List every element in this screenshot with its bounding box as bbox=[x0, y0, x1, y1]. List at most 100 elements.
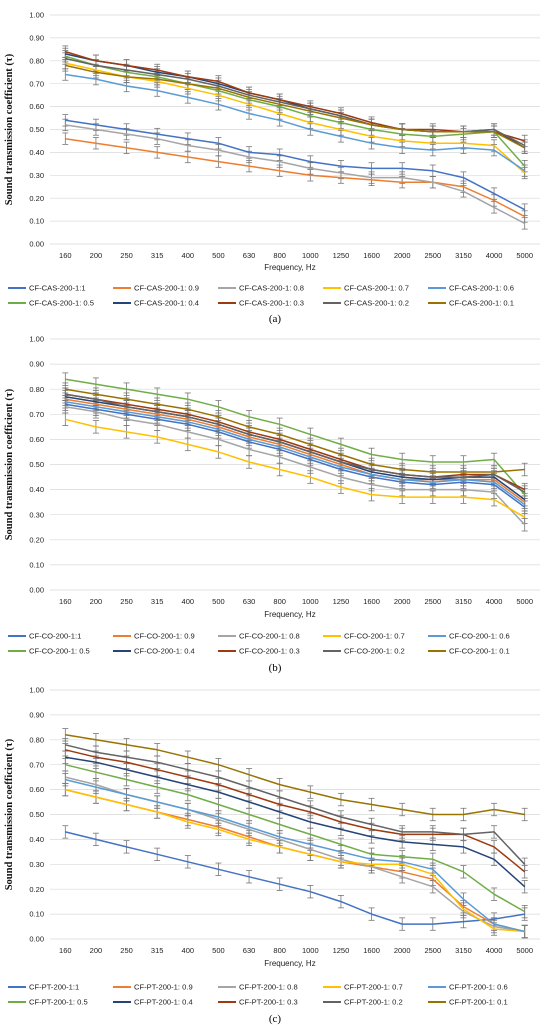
y-tick-label: 0.20 bbox=[29, 194, 44, 203]
legend-item: CF-CO-200-1: 0.4 bbox=[113, 647, 195, 656]
legend-item: CF-PT-200-1: 0.5 bbox=[8, 998, 88, 1007]
x-tick-label: 160 bbox=[59, 251, 72, 260]
legend-label: CF-CO-200-1: 0.3 bbox=[239, 647, 300, 656]
y-tick-label: 0.90 bbox=[29, 34, 44, 43]
x-tick-label: 315 bbox=[151, 946, 164, 955]
y-tick-label: 0.50 bbox=[29, 460, 44, 469]
series-line-8 bbox=[65, 393, 526, 491]
legend-label: CF-PT-200-1: 0.2 bbox=[344, 998, 403, 1007]
legend-item: CF-CAS-200-1:1 bbox=[8, 284, 86, 293]
legend-label: CF-CAS-200-1: 0.6 bbox=[449, 284, 514, 293]
x-tick-label: 315 bbox=[151, 251, 164, 260]
legend-label: CF-CO-200-1: 0.9 bbox=[134, 632, 195, 641]
x-axis-label: Frequency, Hz bbox=[264, 263, 315, 272]
legend-item: CF-PT-200-1: 0.9 bbox=[113, 983, 193, 992]
series-line-1 bbox=[65, 403, 526, 508]
x-axis-label: Frequency, Hz bbox=[264, 610, 315, 619]
y-tick-label: 0.20 bbox=[29, 885, 44, 894]
series-line-7 bbox=[65, 756, 526, 888]
x-tick-label: 400 bbox=[182, 946, 195, 955]
series-line-5 bbox=[65, 401, 526, 506]
y-tick-label: 1.00 bbox=[29, 335, 44, 344]
legend-item: CF-PT-200-1: 0.6 bbox=[428, 983, 508, 992]
chart-panel-3: 0.00 0.10 0.20 0.30 0.40 0.50 0.60 0.70 0.80 0.90… bbox=[4, 686, 540, 1025]
series-line-6 bbox=[65, 763, 526, 913]
y-tick-label: 0.40 bbox=[29, 485, 44, 494]
x-tick-label: 5000 bbox=[516, 946, 533, 955]
x-tick-label: 2000 bbox=[394, 597, 411, 606]
legend-item: CF-CO-200-1: 0.3 bbox=[218, 647, 300, 656]
legend-item: CF-CAS-200-1: 0.3 bbox=[218, 299, 304, 308]
y-tick-label: 0.70 bbox=[29, 760, 44, 769]
series-line-4 bbox=[65, 788, 525, 933]
legend-item: CF-CAS-200-1: 0.4 bbox=[113, 299, 199, 308]
series-line-1 bbox=[65, 831, 525, 925]
legend-item: CF-PT-200-1: 0.1 bbox=[428, 998, 508, 1007]
x-tick-label: 200 bbox=[90, 946, 103, 955]
x-tick-label: 2500 bbox=[424, 251, 441, 260]
x-tick-label: 200 bbox=[90, 251, 103, 260]
legend-item: CF-PT-200-1: 0.8 bbox=[218, 983, 298, 992]
x-tick-label: 2500 bbox=[424, 946, 441, 955]
series-line-6 bbox=[65, 55, 526, 167]
y-tick-label: 0.00 bbox=[29, 240, 44, 249]
y-tick-label: 0.30 bbox=[29, 510, 44, 519]
x-tick-label: 5000 bbox=[516, 251, 533, 260]
legend-item: CF-CO-200-1: 0.2 bbox=[323, 647, 405, 656]
y-tick-label: 0.70 bbox=[29, 410, 44, 419]
x-tick-label: 250 bbox=[120, 946, 133, 955]
x-tick-label: 5000 bbox=[516, 597, 533, 606]
x-tick-label: 500 bbox=[212, 251, 225, 260]
panel-label: (b) bbox=[269, 662, 282, 674]
y-tick-label: 1.00 bbox=[29, 11, 44, 20]
y-tick-label: 0.80 bbox=[29, 385, 44, 394]
series-line-8 bbox=[65, 749, 526, 873]
legend-item: CF-CAS-200-1: 0.6 bbox=[428, 284, 514, 293]
y-tick-label: 0.00 bbox=[29, 935, 44, 944]
legend-label: CF-CAS-200-1: 0.3 bbox=[239, 299, 304, 308]
x-tick-label: 630 bbox=[243, 251, 256, 260]
y-tick-label: 1.00 bbox=[29, 686, 44, 695]
series-line-9 bbox=[65, 393, 526, 493]
x-tick-label: 1000 bbox=[302, 251, 319, 260]
series-line-4 bbox=[65, 418, 526, 518]
legend-item: CF-PT-200-1: 0.2 bbox=[323, 998, 403, 1007]
y-axis-label: Sound transmission coefficient (τ) bbox=[4, 738, 15, 890]
x-tick-label: 800 bbox=[273, 251, 286, 260]
x-tick-label: 800 bbox=[273, 946, 286, 955]
y-tick-label: 0.70 bbox=[29, 79, 44, 88]
x-tick-label: 2000 bbox=[394, 251, 411, 260]
x-tick-label: 1600 bbox=[363, 597, 380, 606]
y-tick-label: 0.40 bbox=[29, 835, 44, 844]
x-tick-label: 630 bbox=[243, 597, 256, 606]
legend-label: CF-PT-200-1:1 bbox=[29, 983, 79, 992]
x-tick-label: 4000 bbox=[486, 597, 503, 606]
y-tick-label: 0.20 bbox=[29, 535, 44, 544]
series-line-2 bbox=[65, 788, 525, 933]
series-line-8 bbox=[65, 50, 525, 142]
x-tick-label: 4000 bbox=[486, 946, 503, 955]
x-tick-label: 500 bbox=[212, 597, 225, 606]
x-tick-label: 2000 bbox=[394, 946, 411, 955]
y-tick-label: 0.90 bbox=[29, 360, 44, 369]
x-tick-label: 250 bbox=[120, 597, 133, 606]
x-tick-label: 4000 bbox=[486, 251, 503, 260]
x-tick-label: 160 bbox=[59, 946, 72, 955]
x-tick-label: 1600 bbox=[363, 946, 380, 955]
series-line-3 bbox=[65, 124, 526, 225]
legend-label: CF-PT-200-1: 0.9 bbox=[134, 983, 193, 992]
x-tick-label: 630 bbox=[243, 946, 256, 955]
series-line-3 bbox=[65, 406, 526, 526]
y-axis-label: Sound transmission coefficient (τ) bbox=[4, 53, 15, 205]
legend-label: CF-CAS-200-1: 0.9 bbox=[134, 284, 199, 293]
x-tick-label: 400 bbox=[182, 251, 195, 260]
legend-label: CF-CO-200-1: 0.8 bbox=[239, 632, 300, 641]
legend-label: CF-CO-200-1: 0.6 bbox=[449, 632, 510, 641]
panel-label: (a) bbox=[269, 313, 282, 325]
x-tick-label: 1000 bbox=[302, 597, 319, 606]
series-line-5 bbox=[65, 73, 526, 172]
y-tick-label: 0.90 bbox=[29, 711, 44, 720]
x-axis-label: Frequency, Hz bbox=[264, 959, 315, 968]
x-tick-label: 1250 bbox=[333, 946, 350, 955]
y-tick-label: 0.50 bbox=[29, 810, 44, 819]
